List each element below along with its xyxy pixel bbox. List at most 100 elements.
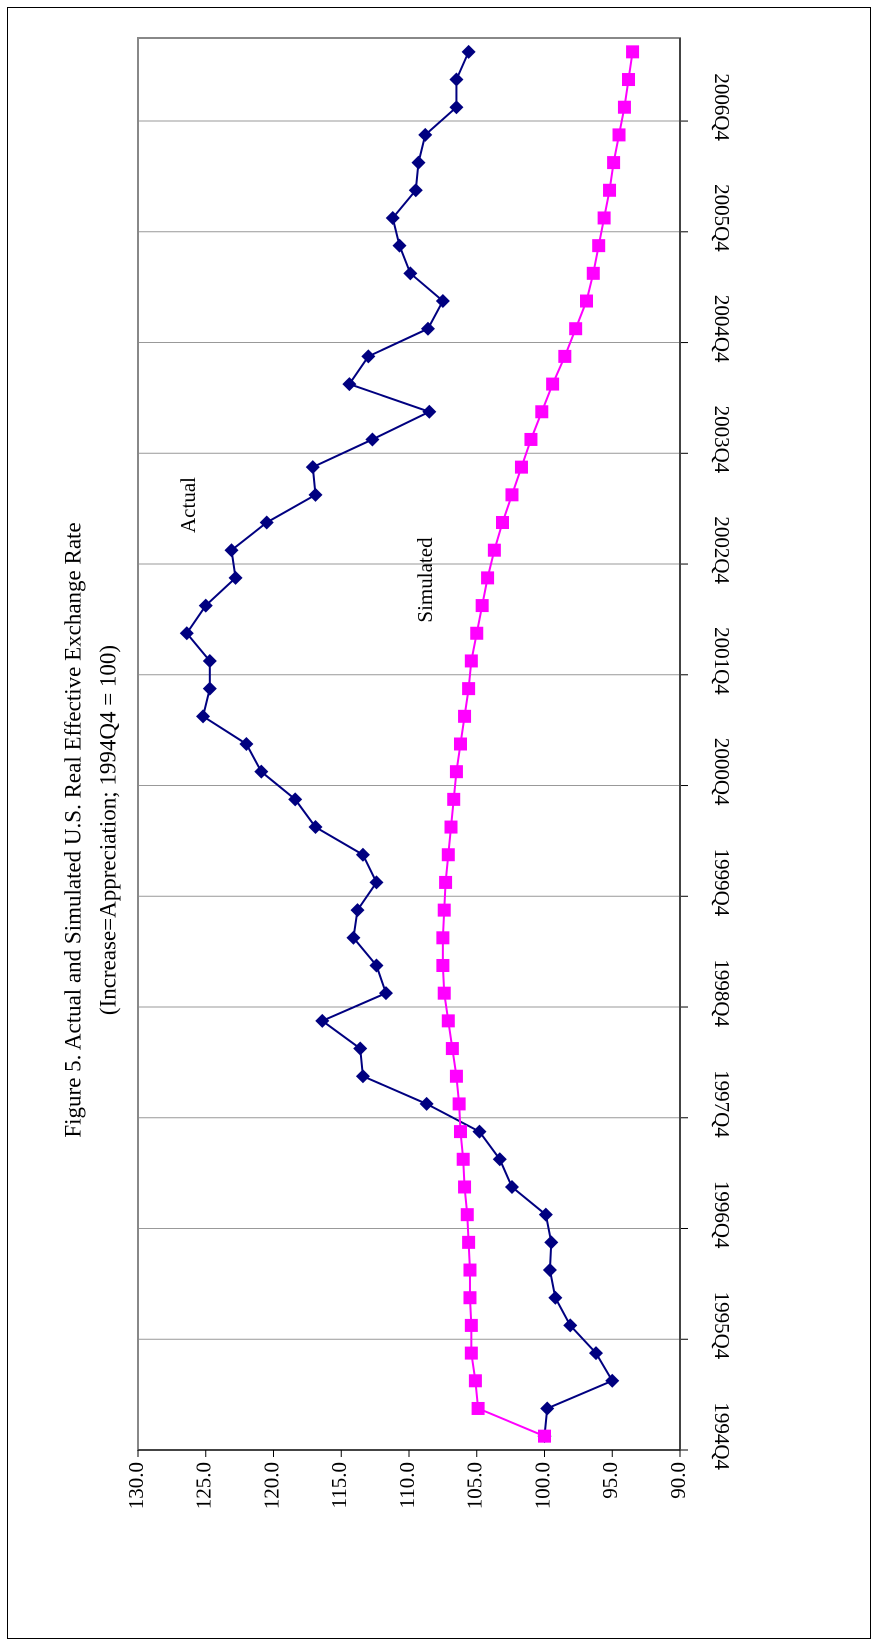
marker xyxy=(461,44,476,59)
y-tick-label: 110.0 xyxy=(395,1462,419,1508)
marker xyxy=(464,654,478,668)
marker xyxy=(369,875,384,890)
x-tick-label: 2003Q4 xyxy=(710,406,734,474)
x-tick-label: 1998Q4 xyxy=(710,959,734,1027)
marker xyxy=(355,1069,370,1084)
marker xyxy=(504,1179,519,1194)
marker xyxy=(569,322,583,336)
marker xyxy=(538,1207,553,1222)
marker xyxy=(607,156,621,170)
marker xyxy=(441,1014,455,1028)
y-tick-label: 120.0 xyxy=(259,1462,283,1509)
marker xyxy=(453,737,467,751)
marker xyxy=(254,764,269,779)
x-tick-label: 2000Q4 xyxy=(710,738,734,806)
marker xyxy=(259,515,274,530)
marker xyxy=(385,210,400,225)
marker xyxy=(452,1097,466,1111)
marker xyxy=(202,681,217,696)
marker xyxy=(346,930,361,945)
marker xyxy=(471,1401,485,1415)
marker xyxy=(481,571,495,585)
y-tick-label: 100.0 xyxy=(530,1462,554,1509)
marker xyxy=(228,570,243,585)
x-tick-label: 2001Q4 xyxy=(710,627,734,695)
marker xyxy=(378,986,393,1001)
marker xyxy=(224,543,239,558)
marker xyxy=(462,682,476,696)
marker xyxy=(463,1291,477,1305)
marker xyxy=(588,1346,603,1361)
marker xyxy=(308,820,323,835)
x-tick-label: 1997Q4 xyxy=(710,1070,734,1138)
marker xyxy=(361,349,376,364)
marker xyxy=(475,599,489,613)
marker xyxy=(592,239,606,253)
marker xyxy=(437,903,451,917)
marker xyxy=(196,709,211,724)
marker xyxy=(514,460,528,474)
marker xyxy=(411,155,426,170)
x-tick-label: 2004Q4 xyxy=(710,295,734,363)
marker xyxy=(449,72,464,87)
marker xyxy=(435,294,450,309)
marker xyxy=(308,487,323,502)
marker xyxy=(558,349,572,363)
marker xyxy=(472,1124,487,1139)
marker xyxy=(597,211,611,225)
marker xyxy=(342,377,357,392)
marker xyxy=(436,931,450,945)
x-tick-label: 1996Q4 xyxy=(710,1181,734,1249)
marker xyxy=(369,958,384,973)
marker xyxy=(305,460,320,475)
marker xyxy=(441,848,455,862)
marker xyxy=(468,1374,482,1388)
annotation: Simulated xyxy=(413,537,437,623)
x-tick-label: 1995Q4 xyxy=(710,1292,734,1360)
annotation: Actual xyxy=(176,477,200,533)
marker xyxy=(538,1429,551,1443)
marker xyxy=(315,1013,330,1028)
marker xyxy=(505,488,519,502)
marker xyxy=(542,1263,557,1278)
y-tick-label: 130.0 xyxy=(124,1462,148,1509)
marker xyxy=(437,986,451,1000)
marker xyxy=(495,516,509,530)
marker xyxy=(563,1318,578,1333)
y-tick-label: 90.0 xyxy=(666,1462,690,1499)
marker xyxy=(449,1069,463,1083)
marker xyxy=(524,432,538,446)
marker xyxy=(350,903,365,918)
marker xyxy=(447,792,461,806)
marker xyxy=(535,405,549,419)
y-tick-label: 125.0 xyxy=(192,1462,216,1509)
marker xyxy=(540,1401,555,1416)
marker xyxy=(464,1346,478,1360)
marker xyxy=(444,820,458,834)
marker xyxy=(460,1208,474,1222)
x-tick-label: 2006Q4 xyxy=(710,73,734,141)
y-tick-label: 95.0 xyxy=(598,1462,622,1499)
marker xyxy=(353,1041,368,1056)
marker xyxy=(487,543,501,557)
marker xyxy=(462,1235,476,1249)
marker xyxy=(288,792,303,807)
marker xyxy=(548,1290,563,1305)
marker xyxy=(456,1152,470,1166)
marker xyxy=(580,294,594,308)
marker xyxy=(544,1235,559,1250)
marker xyxy=(418,127,433,142)
marker xyxy=(470,626,484,640)
marker xyxy=(403,266,418,281)
x-tick-label: 2002Q4 xyxy=(710,516,734,584)
x-tick-label: 2005Q4 xyxy=(710,184,734,252)
marker xyxy=(492,1152,507,1167)
marker xyxy=(436,958,450,972)
marker xyxy=(445,1042,459,1056)
chart-subtitle: (Increase=Appreciation; 1994Q4 = 100) xyxy=(95,645,120,1015)
marker xyxy=(355,847,370,862)
marker xyxy=(198,598,213,613)
marker xyxy=(463,1263,477,1277)
